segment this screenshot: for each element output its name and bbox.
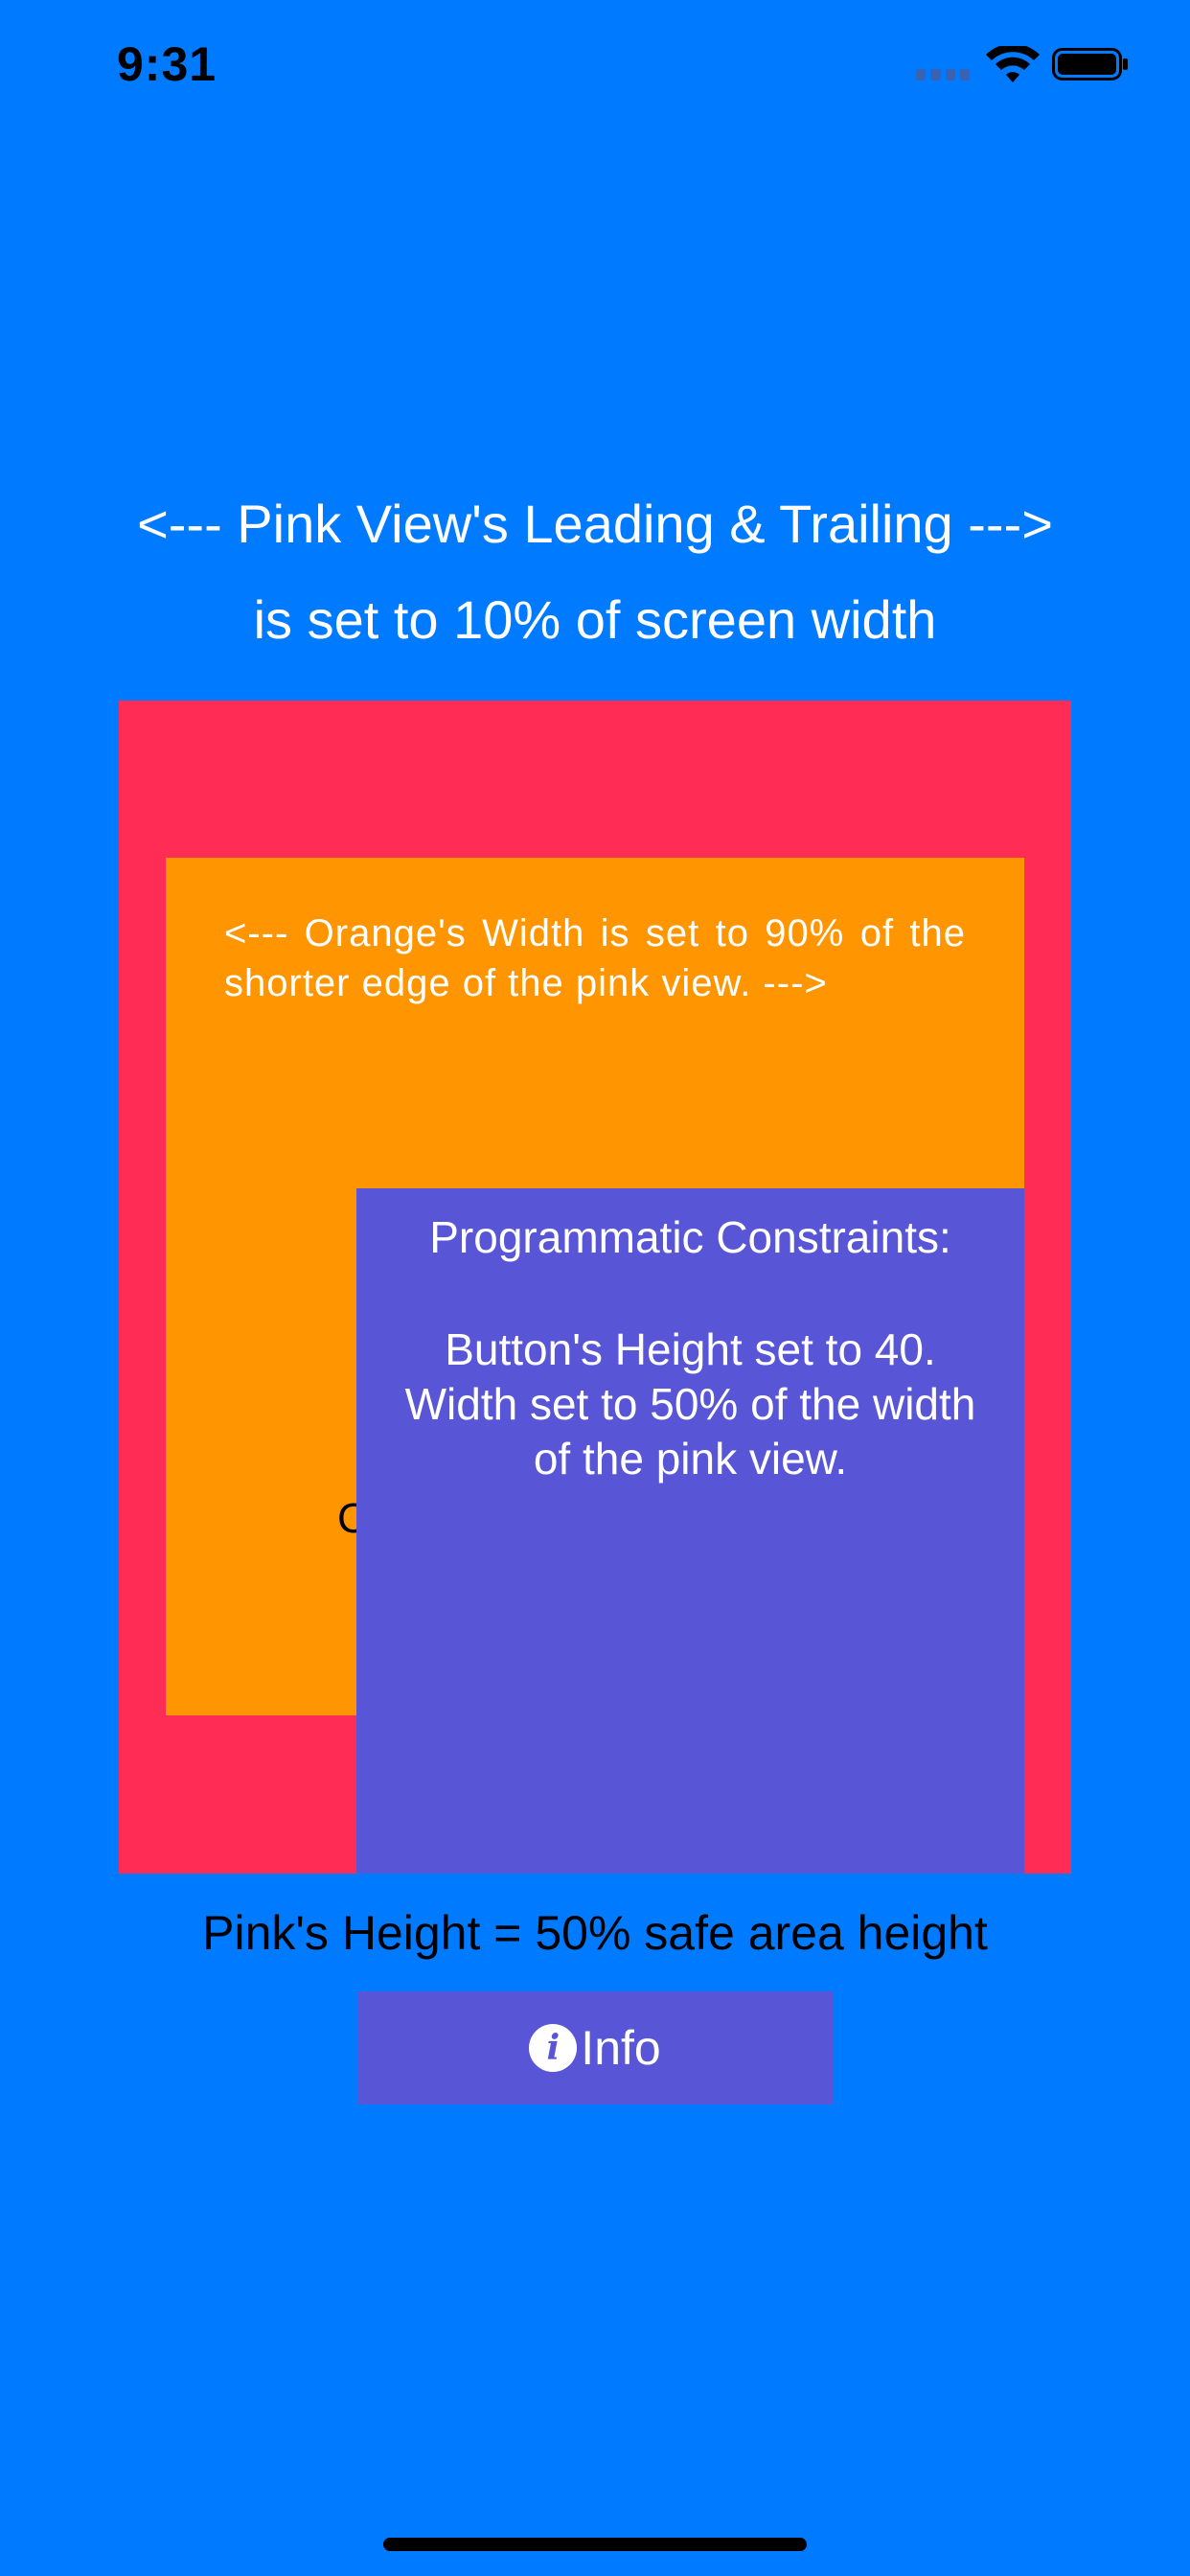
purple-body-line-2: Width set to 50% of the width xyxy=(404,1379,976,1429)
home-indicator[interactable] xyxy=(383,2538,807,2551)
purple-constraints-body: Button's Height set to 40. Width set to … xyxy=(356,1322,1024,1486)
purple-constraints-title: Programmatic Constraints: xyxy=(429,1212,951,1262)
header-leading-trailing-label: <--- Pink View's Leading & Trailing ---> xyxy=(137,494,1053,554)
orange-width-label: <--- Orange's Width is set to 90% of the… xyxy=(224,912,966,1004)
header-screen-width-label: is set to 10% of screen width xyxy=(253,589,937,650)
purple-constraints-view xyxy=(356,1188,1024,1874)
info-icon: i xyxy=(529,2024,578,2072)
battery-icon xyxy=(1052,48,1128,80)
cellular-signal-icon xyxy=(916,69,970,80)
pink-height-label: Pink's Height = 50% safe area height xyxy=(202,1906,988,1960)
info-button-label: Info xyxy=(581,2021,661,2075)
status-time: 9:31 xyxy=(117,37,217,91)
wifi-icon xyxy=(986,46,1040,82)
purple-body-line-3: of the pink view. xyxy=(533,1434,848,1484)
info-button[interactable]: i Info xyxy=(357,1991,833,2104)
purple-body-line-1: Button's Height set to 40. xyxy=(445,1324,936,1374)
